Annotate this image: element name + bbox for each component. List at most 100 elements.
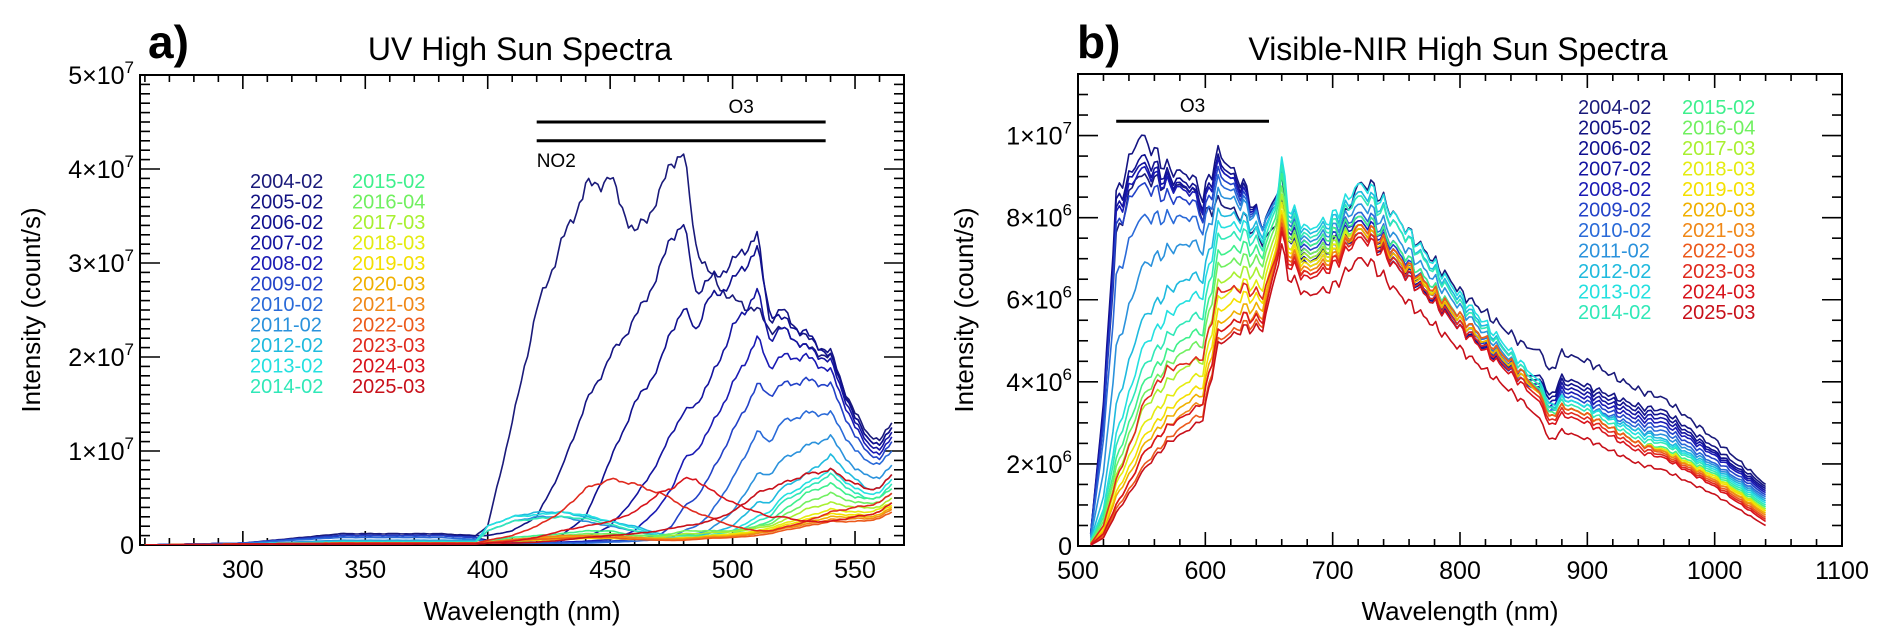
band-label-no2: NO2: [537, 151, 576, 172]
y-tick-label-a: 1×107: [68, 434, 134, 466]
series-line-2022-03: [1090, 222, 1767, 546]
series-group-a: [144, 153, 893, 545]
series-line-2018-03: [1090, 201, 1766, 544]
y-tick-label-a: 5×107: [68, 58, 134, 90]
x-tick-label-a: 550: [834, 556, 876, 584]
legend-entry: 2020-03: [1682, 200, 1755, 222]
legend-entry: 2012-02: [1578, 261, 1651, 283]
series-line-2025-03: [144, 467, 893, 545]
legend-entry: 2019-03: [1682, 179, 1755, 201]
legend-entry: 2024-03: [352, 356, 425, 378]
legend-entry: 2009-02: [250, 274, 323, 296]
series-line-2023-03: [1090, 226, 1767, 545]
legend-entry: 2022-03: [1682, 241, 1755, 263]
x-tick-label-b: 900: [1566, 557, 1608, 585]
legend-entry: 2018-03: [1682, 159, 1755, 181]
legend-entry: 2021-03: [1682, 220, 1755, 242]
legend-entry: 2025-03: [1682, 302, 1755, 324]
legend-entry: 2008-02: [250, 253, 323, 275]
x-tick-label-b: 500: [1057, 557, 1099, 585]
panel-b-visible-nir-spectra: b) Visible-NIR High Sun Spectra 500 600 70…: [949, 16, 1869, 626]
legend-entry: 2023-03: [1682, 261, 1755, 283]
legend-entry: 2015-02: [352, 171, 425, 193]
x-tick-label-b: 1000: [1687, 557, 1743, 585]
legend-entry: 2020-03: [352, 274, 425, 296]
series-group-b: [1089, 134, 1767, 546]
legend-entry: 2014-02: [1578, 302, 1651, 324]
y-tick-label-b: 2×106: [1006, 447, 1072, 479]
series-line-2012-02: [1089, 160, 1766, 541]
legend-entry: 2009-02: [1578, 200, 1651, 222]
legend-entry: 2023-03: [352, 335, 425, 357]
legend-b: 2004-022005-022006-022007-022008-022009-…: [1578, 97, 1755, 324]
legend-entry: 2011-02: [1578, 241, 1650, 263]
y-axis-label-b: Intensity (count/s): [949, 207, 979, 412]
chart-title-a: UV High Sun Spectra: [368, 31, 672, 67]
legend-entry: 2021-03: [352, 294, 425, 316]
y-axis-label-a: Intensity (count/s): [16, 207, 46, 412]
series-line-2023-03: [144, 477, 893, 545]
legend-entry: 2005-02: [1578, 118, 1651, 140]
legend-entry: 2024-03: [1682, 282, 1755, 304]
panel-label-b: b): [1077, 16, 1120, 68]
legend-entry: 2013-02: [1578, 282, 1651, 304]
series-line-2025-03: [1090, 243, 1766, 546]
band-label-o3: O3: [728, 97, 753, 118]
x-tick-label-b: 1100: [1815, 557, 1869, 585]
y-tick-label-a: 0: [120, 532, 134, 560]
y-tick-label-a: 2×107: [68, 340, 134, 372]
y-tick-label-a: 4×107: [68, 152, 134, 184]
legend-entry: 2014-02: [250, 376, 323, 398]
series-line-2013-02: [1089, 156, 1766, 542]
series-line-2016-04: [1090, 185, 1766, 544]
legend-entry: 2010-02: [1578, 220, 1651, 242]
legend-entry: 2007-02: [1578, 159, 1651, 181]
x-tick-label-a: 500: [712, 556, 754, 584]
series-line-2006-02: [1089, 153, 1766, 534]
y-tick-label-a: 3×107: [68, 246, 134, 278]
series-line-2009-02: [1089, 165, 1766, 534]
series-line-2024-03: [1090, 230, 1767, 546]
x-axis-label-b: Wavelength (nm): [1362, 596, 1559, 626]
series-line-2015-02: [1089, 172, 1766, 543]
legend-entry: 2022-03: [352, 315, 425, 337]
legend-entry: 2016-04: [1682, 118, 1755, 140]
y-tick-label-b: 0: [1058, 533, 1072, 561]
y-tick-label-b: 6×106: [1006, 283, 1072, 315]
chart-title-b: Visible-NIR High Sun Spectra: [1248, 31, 1667, 67]
series-line-2024-03: [144, 476, 893, 545]
series-line-2011-02: [1089, 164, 1766, 538]
legend-entry: 2008-02: [1578, 179, 1651, 201]
x-tick-label-a: 450: [589, 556, 631, 584]
x-tick-label-a: 300: [222, 556, 264, 584]
legend-entry: 2025-03: [352, 376, 425, 398]
legend-entry: 2010-02: [250, 294, 323, 316]
y-tick-label-b: 1×107: [1006, 119, 1072, 151]
series-line-2015-02: [144, 481, 893, 545]
legend-entry: 2016-04: [352, 192, 425, 214]
legend-entry: 2017-03: [352, 212, 425, 234]
panel-label-a: a): [148, 16, 189, 68]
legend-entry: 2012-02: [250, 335, 323, 357]
series-line-2017-03: [1090, 193, 1766, 544]
y-tick-label-b: 4×106: [1006, 365, 1072, 397]
y-tick-label-b: 8×106: [1006, 201, 1072, 233]
x-tick-label-a: 400: [467, 556, 509, 584]
series-line-2010-02: [1089, 168, 1766, 536]
legend-entry: 2006-02: [1578, 138, 1651, 160]
legend-entry: 2004-02: [250, 171, 323, 193]
legend-a: 2004-022005-022006-022007-022008-022009-…: [250, 171, 425, 398]
series-line-2004-02: [1089, 173, 1767, 534]
legend-entry: 2006-02: [250, 212, 323, 234]
x-axis-label-a: Wavelength (nm): [424, 596, 621, 626]
x-tick-label-b: 600: [1184, 557, 1226, 585]
x-tick-label-b: 700: [1312, 557, 1354, 585]
legend-entry: 2015-02: [1682, 97, 1755, 119]
plot-area-b: 500 600 700 800 900 1000 1100 0 2×106 4×106 6×106 8…: [1006, 73, 1869, 585]
x-tick-label-b: 800: [1439, 557, 1481, 585]
legend-entry: 2011-02: [250, 315, 322, 337]
legend-entry: 2017-03: [1682, 138, 1755, 160]
legend-entry: 2007-02: [250, 233, 323, 255]
panel-a-uv-spectra: a) UV High Sun Spectra 300 350 400 450 500 55…: [16, 16, 905, 626]
